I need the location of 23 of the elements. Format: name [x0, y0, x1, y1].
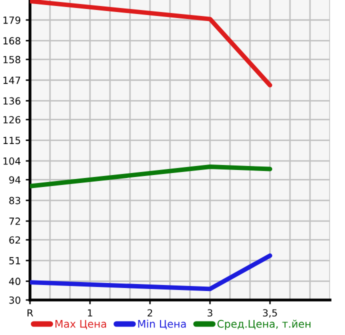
y-tick-label: 104	[3, 157, 20, 165]
y-tick-label: 94	[9, 176, 20, 184]
y-tick-label: 147	[3, 76, 20, 84]
x-tick-label: 3	[208, 309, 212, 317]
y-tick-label: 158	[3, 56, 20, 64]
legend-label: Сред.Цена, т.йен	[217, 320, 310, 330]
x-tick-label: 3,5	[263, 309, 277, 318]
y-tick-label: 40	[9, 278, 20, 286]
y-tick-label: 179	[3, 16, 20, 24]
y-tick-label: 168	[3, 37, 20, 44]
legend-label: Max Цена	[55, 320, 106, 330]
y-tick-label: 72	[9, 218, 20, 225]
x-tick-label: 1	[88, 309, 92, 316]
y-tick-label: 136	[3, 97, 20, 105]
x-tick-label: 2	[148, 309, 152, 316]
y-tick-label: 30	[9, 296, 20, 304]
legend-label: Min Цена	[138, 320, 186, 330]
y-tick-label: 126	[3, 116, 20, 124]
x-tick-label: R	[28, 309, 34, 316]
y-tick-label: 115	[3, 136, 20, 144]
y-tick-label: 62	[9, 236, 20, 244]
y-tick-label: 83	[9, 196, 20, 204]
y-tick-label: 51	[9, 257, 20, 264]
